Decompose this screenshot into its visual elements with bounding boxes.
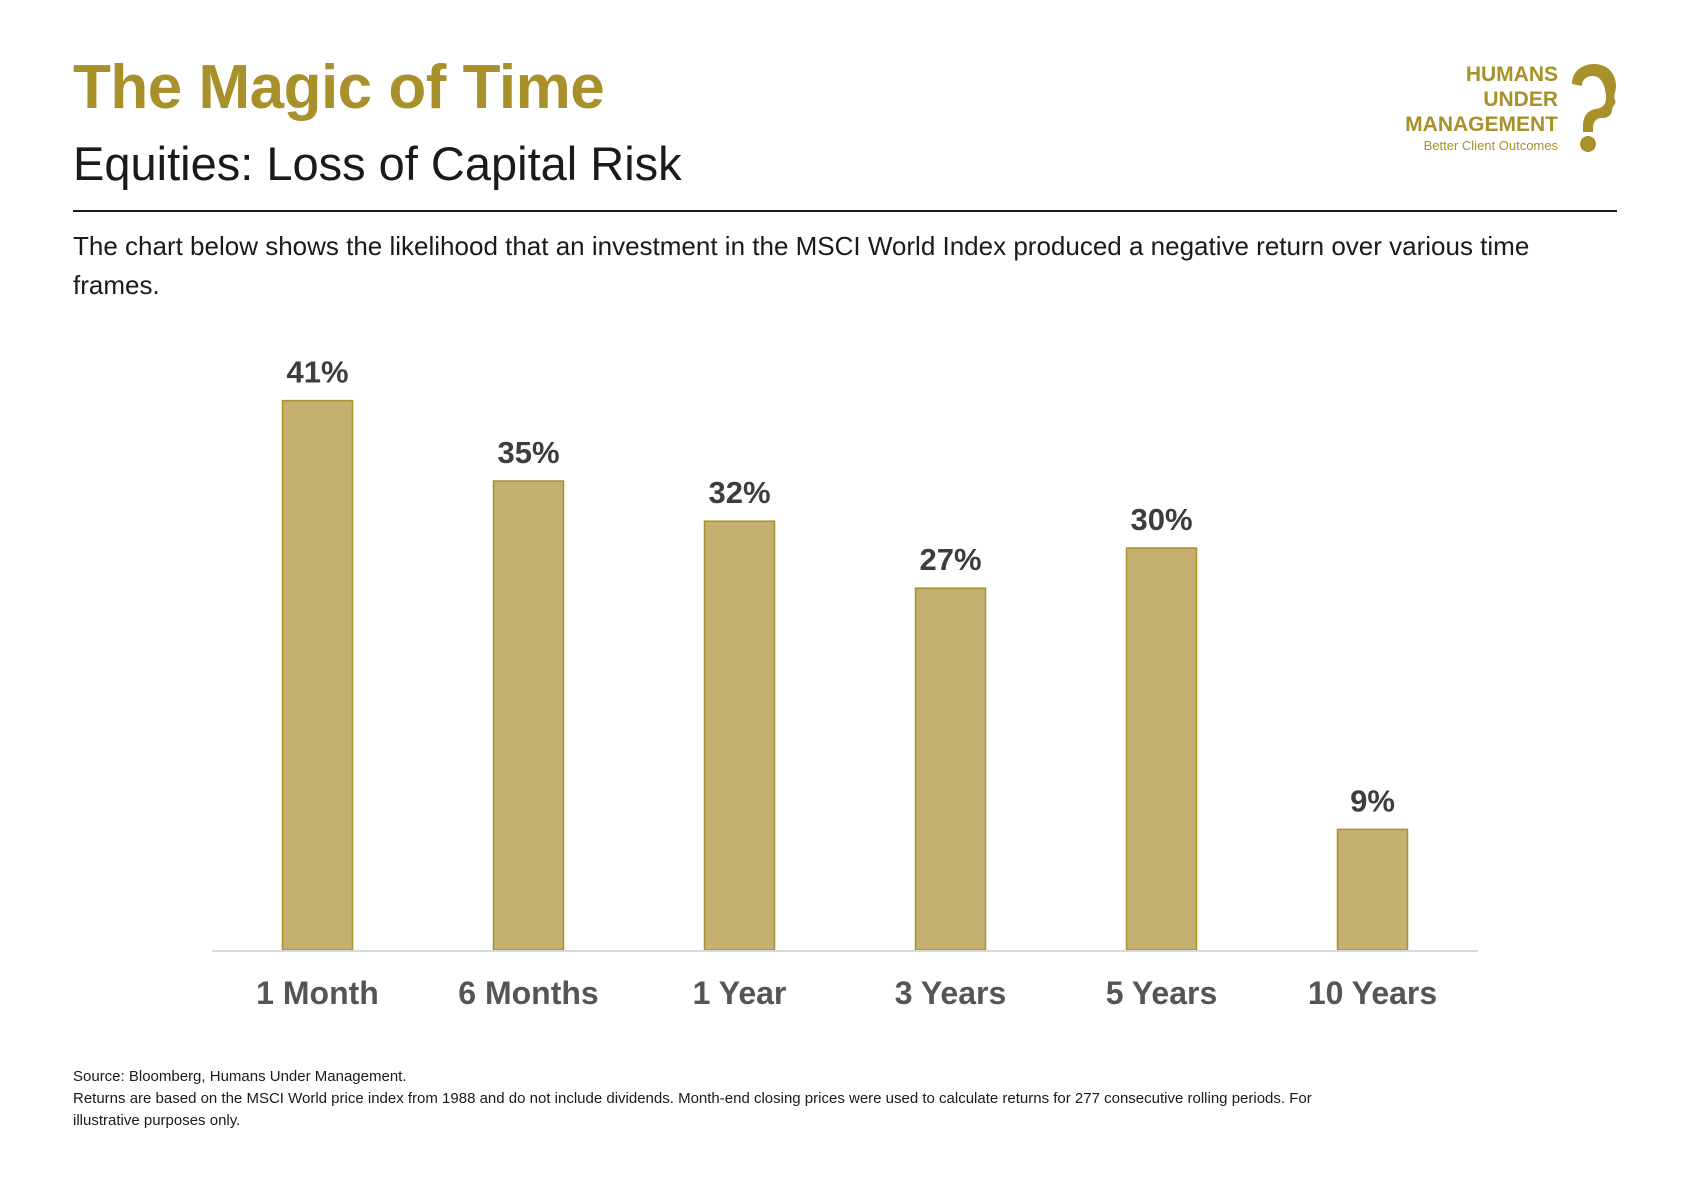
logo-line-1: HUMANS	[1465, 63, 1558, 86]
logo-line-3: MANAGEMENT	[1405, 113, 1558, 136]
x-tick-label: 10 Years	[1308, 975, 1437, 1011]
x-tick-label: 1 Month	[256, 975, 379, 1011]
data-label: 32%	[708, 475, 770, 510]
data-label: 35%	[497, 435, 559, 470]
methodology-note: Returns are based on the MSCI World pric…	[73, 1090, 1312, 1129]
labels-group: 41% 1 Month 35% 6 Months 32% 1 Year 27% 3 Years…	[256, 355, 1437, 1011]
bar-1-month	[281, 399, 354, 951]
data-label: 30%	[1130, 502, 1192, 537]
logo-wordmark: HUMANS UNDER MANAGEMENT	[1405, 62, 1558, 137]
page-title: The Magic of Time	[73, 53, 605, 122]
source-note: Source: Bloomberg, Humans Under Manageme…	[73, 1068, 407, 1085]
logo-tagline: Better Client Outcomes	[1423, 138, 1558, 153]
x-tick-label: 3 Years	[895, 975, 1007, 1011]
bar-10-years	[1336, 828, 1409, 951]
x-tick-label: 5 Years	[1106, 975, 1218, 1011]
x-tick-label: 6 Months	[458, 975, 598, 1011]
data-label: 41%	[286, 355, 348, 390]
page-subtitle: Equities: Loss of Capital Risk	[73, 137, 682, 190]
bar-5-years	[1125, 547, 1198, 951]
brand-logo: HUMANS UNDER MANAGEMENT Better Client Ou…	[1380, 60, 1620, 160]
bar-6-months	[492, 480, 565, 951]
data-label: 27%	[919, 542, 981, 577]
bar-3-years	[914, 587, 987, 951]
question-mark-head-icon	[1572, 64, 1616, 152]
chart-description: The chart below shows the likelihood tha…	[73, 231, 1530, 300]
data-label: 9%	[1350, 783, 1395, 818]
footnote: Source: Bloomberg, Humans Under Manageme…	[73, 1066, 1373, 1132]
x-tick-label: 1 Year	[693, 975, 787, 1011]
bars-group	[281, 399, 1409, 951]
logo-line-2: UNDER	[1483, 88, 1558, 111]
bar-1-year	[703, 520, 776, 951]
bar-chart: 41% 1 Month 35% 6 Months 32% 1 Year 27% 3 Years…	[212, 355, 1478, 1011]
header-divider	[73, 210, 1617, 212]
